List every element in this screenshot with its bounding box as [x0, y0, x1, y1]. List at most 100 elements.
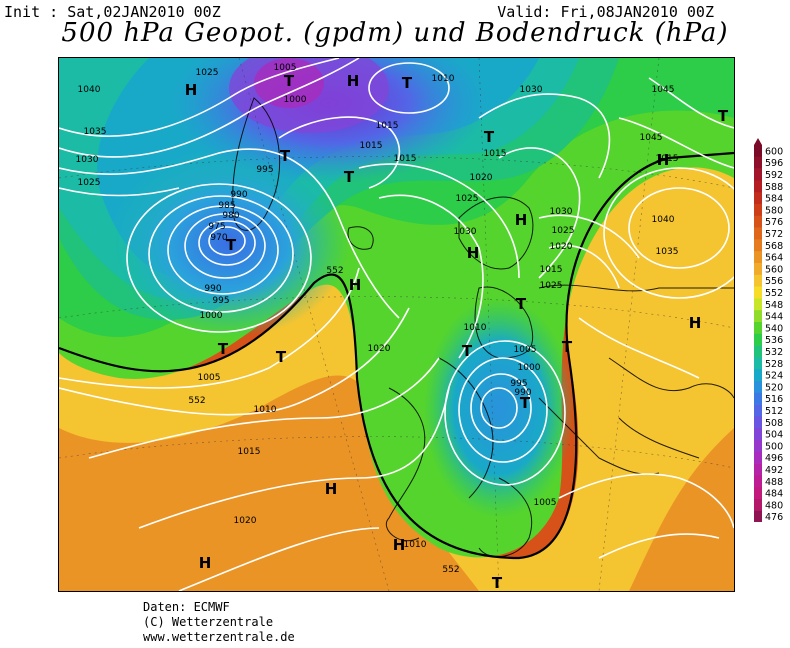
legend-label: 568 [765, 241, 783, 252]
legend-swatch [754, 333, 762, 346]
high-marker: H [185, 81, 198, 99]
low-marker: T [562, 338, 573, 356]
legend-swatch [754, 416, 762, 429]
high-marker: H [325, 480, 338, 498]
legend-label: 556 [765, 276, 783, 287]
legend-label: 552 [765, 288, 783, 299]
isobar-label: 1030 [76, 155, 99, 165]
isobar-label: 1005 [198, 373, 221, 383]
init-time-label: Init : Sat,02JAN2010 00Z [4, 3, 221, 21]
isobar-label: 1020 [234, 516, 257, 526]
legend-swatch [754, 227, 762, 240]
low-marker: T [484, 128, 495, 146]
legend-label: 588 [765, 182, 783, 193]
isobar-label: 1025 [78, 178, 101, 188]
isobar-label: 1030 [550, 207, 573, 217]
isobar-label: 995 [510, 379, 527, 389]
legend-arrow-up [754, 138, 762, 145]
legend-swatch [754, 274, 762, 287]
legend-swatch [754, 463, 762, 476]
low-marker: T [226, 236, 237, 254]
isobar-label: 1010 [254, 405, 277, 415]
isobar-label: 1010 [404, 540, 427, 550]
isobar-label: 1020 [550, 242, 573, 252]
legend-swatch [754, 322, 762, 335]
high-marker: H [515, 211, 528, 229]
low-marker: T [516, 295, 527, 313]
low-marker: T [344, 168, 355, 186]
low-marker: T [718, 107, 729, 125]
legend-label: 512 [765, 406, 783, 417]
legend-swatch [754, 381, 762, 394]
legend-swatch [754, 392, 762, 405]
high-marker: H [349, 276, 362, 294]
legend-label: 564 [765, 253, 783, 264]
credit-source: Daten: ECMWF [143, 600, 230, 614]
isobar-label: 1045 [652, 85, 675, 95]
legend-label: 500 [765, 441, 783, 452]
high-marker: H [467, 244, 480, 262]
legend-label: 508 [765, 418, 783, 429]
legend-swatch [754, 440, 762, 453]
legend-swatch [754, 168, 762, 181]
isobar-label: 990 [514, 388, 531, 398]
legend-swatch [754, 487, 762, 500]
color-legend: 600 596 592 588 584 580 576 572 568 564 560 556 552 5… [752, 137, 790, 530]
isobar-label: 1015 [360, 141, 383, 151]
low-marker: T [284, 72, 295, 90]
isobar-label: 1015 [540, 265, 563, 275]
legend-label: 600 [765, 146, 783, 157]
legend-swatch [754, 180, 762, 193]
legend-label: 496 [765, 453, 783, 464]
isobar-label: 1005 [514, 345, 537, 355]
legend-swatch [754, 345, 762, 358]
credit-copyright: (C) Wetterzentrale [143, 615, 274, 629]
isobar-label: 980 [222, 211, 239, 221]
legend-label: 544 [765, 312, 783, 323]
isobar-labels: 1040 1035 1030 1025 1025 1005 1000 995 9… [76, 63, 679, 550]
credits: Daten: ECMWF (C) Wetterzentrale www.wett… [143, 600, 295, 645]
isobar-label: 1015 [376, 121, 399, 131]
isobar-label: 990 [204, 284, 221, 294]
isobar-label: 1005 [534, 498, 557, 508]
legend-swatch [754, 451, 762, 464]
legend-swatch [754, 404, 762, 417]
legend-label: 560 [765, 264, 783, 275]
isobar-label: 1025 [196, 68, 219, 78]
isobar-label: 1015 [484, 149, 507, 159]
legend-label: 532 [765, 347, 783, 358]
legend-swatch [754, 475, 762, 488]
legend-label: 576 [765, 217, 783, 228]
legend-label: 524 [765, 371, 783, 382]
high-marker: H [199, 554, 212, 572]
legend-label: 528 [765, 359, 783, 370]
valid-time-label: Valid: Fri,08JAN2010 00Z [497, 3, 714, 21]
legend-label: 596 [765, 158, 783, 169]
high-marker: H [393, 536, 406, 554]
legend-swatch [754, 510, 762, 523]
legend-swatch [754, 192, 762, 205]
legend-label: 580 [765, 205, 783, 216]
legend-label: 572 [765, 229, 783, 240]
legend-label: 476 [765, 512, 783, 522]
isobar-label: 1000 [518, 363, 541, 373]
geopotential-labels: 552 552 552 [188, 266, 459, 575]
isobar-label: 1000 [284, 95, 307, 105]
isobar-label: 1015 [656, 154, 679, 164]
map-title: 500 hPa Geopot. (gpdm) und Bodendruck (h… [61, 18, 729, 48]
legend-swatch [754, 263, 762, 276]
isobar-label: 1030 [454, 227, 477, 237]
legend-label: 520 [765, 382, 783, 393]
isobar-label: 1015 [394, 154, 417, 164]
legend-label: 504 [765, 430, 783, 441]
weather-map: 1040 1035 1030 1025 1025 1005 1000 995 9… [58, 57, 735, 592]
low-marker: T [520, 394, 531, 412]
low-marker: T [276, 348, 287, 366]
legend-swatch [754, 369, 762, 382]
high-marker: H [347, 72, 360, 90]
geopotential-label: 552 [326, 266, 343, 276]
isobar-label: 985 [218, 201, 235, 211]
isobar-label: 1010 [432, 74, 455, 84]
isobar-label: 1025 [540, 281, 563, 291]
low-marker: T [492, 574, 503, 591]
